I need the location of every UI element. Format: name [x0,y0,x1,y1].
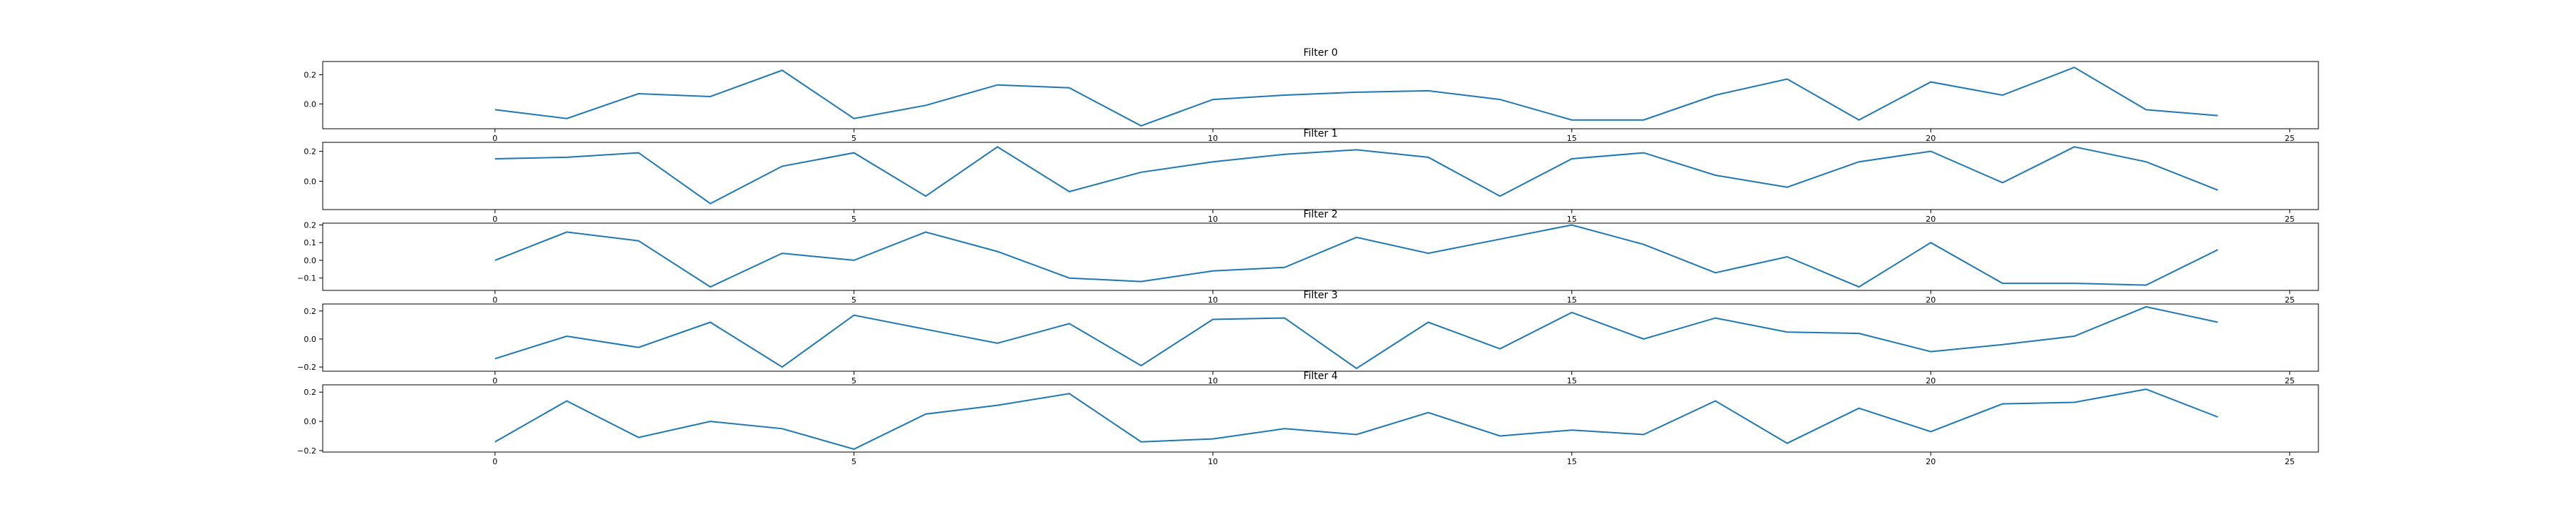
x-tick-label: 0 [492,376,497,386]
y-tick-label: 0.1 [304,238,317,247]
x-tick-label: 25 [2285,134,2295,143]
y-tick-label: 0.0 [304,99,317,109]
x-tick-label: 10 [1208,295,1218,305]
x-tick-label: 10 [1208,134,1218,143]
x-tick-label: 5 [852,215,857,224]
x-tick-label: 25 [2285,457,2295,466]
x-tick-label: 0 [492,134,497,143]
x-tick-label: 0 [492,215,497,224]
series-line [494,224,2218,288]
x-tick-label: 15 [1567,457,1577,466]
chart-title: Filter 1 [1303,128,1337,139]
x-tick-label: 0 [492,295,497,305]
chart-panel-3: Filter 3 0 5 10 15 20 25 −0.2 0.0 0.2 [297,290,2319,386]
x-tick-label: 5 [852,295,857,305]
x-tick-label: 0 [492,457,497,466]
axes-frame [322,384,2319,453]
axes-frame [322,61,2319,129]
x-tick-label: 15 [1567,134,1577,143]
axes-frame [322,303,2319,372]
chart-panel-1: Filter 1 0 5 10 15 20 25 0.0 0.2 [304,128,2319,224]
x-tick-label: 15 [1567,295,1577,305]
x-tick-label: 5 [852,457,857,466]
series-line [494,388,2218,450]
chart-panel-4: Filter 4 0 5 10 15 20 25 −0.2 0.0 0.2 [297,371,2319,466]
y-tick-label: 0.0 [304,335,317,344]
x-tick-label: 5 [852,134,857,143]
x-tick-label: 20 [1926,376,1936,386]
x-tick-label: 5 [852,376,857,386]
x-tick-label: 25 [2285,215,2295,224]
x-tick-label: 20 [1926,215,1936,224]
x-tick-label: 20 [1926,295,1936,305]
y-tick-label: 0.2 [304,388,317,397]
x-tick-label: 25 [2285,295,2295,305]
chart-title: Filter 0 [1303,47,1337,59]
x-tick-label: 15 [1567,376,1577,386]
chart-title: Filter 2 [1303,209,1337,220]
y-tick-label: −0.2 [297,363,316,372]
y-tick-label: −0.1 [297,274,316,283]
x-tick-label: 10 [1208,457,1218,466]
chart-panel-0: Filter 0 0 5 10 15 20 25 0.0 0.2 [304,47,2319,143]
y-tick-label: 0.0 [304,417,317,426]
axes-frame [322,222,2319,291]
axes-frame [322,142,2319,210]
y-tick-label: 0.0 [304,177,317,186]
x-tick-label: 20 [1926,457,1936,466]
y-tick-label: −0.2 [297,446,316,456]
chart-title: Filter 3 [1303,290,1337,301]
y-tick-label: 0.2 [304,70,317,79]
y-tick-label: 0.0 [304,256,317,265]
chart-panel-2: Filter 2 0 5 10 15 20 25 −0.1 0.0 0.1 0.2 [297,209,2319,305]
x-tick-label: 20 [1926,134,1936,143]
y-tick-label: 0.2 [304,307,317,316]
x-tick-label: 25 [2285,376,2295,386]
x-tick-label: 10 [1208,215,1218,224]
x-tick-label: 10 [1208,376,1218,386]
y-tick-label: 0.2 [304,220,317,230]
series-line [494,67,2218,127]
chart-title: Filter 4 [1303,371,1337,382]
series-line [494,305,2218,370]
x-tick-label: 15 [1567,215,1577,224]
series-line [494,146,2218,205]
y-tick-label: 0.2 [304,147,317,157]
